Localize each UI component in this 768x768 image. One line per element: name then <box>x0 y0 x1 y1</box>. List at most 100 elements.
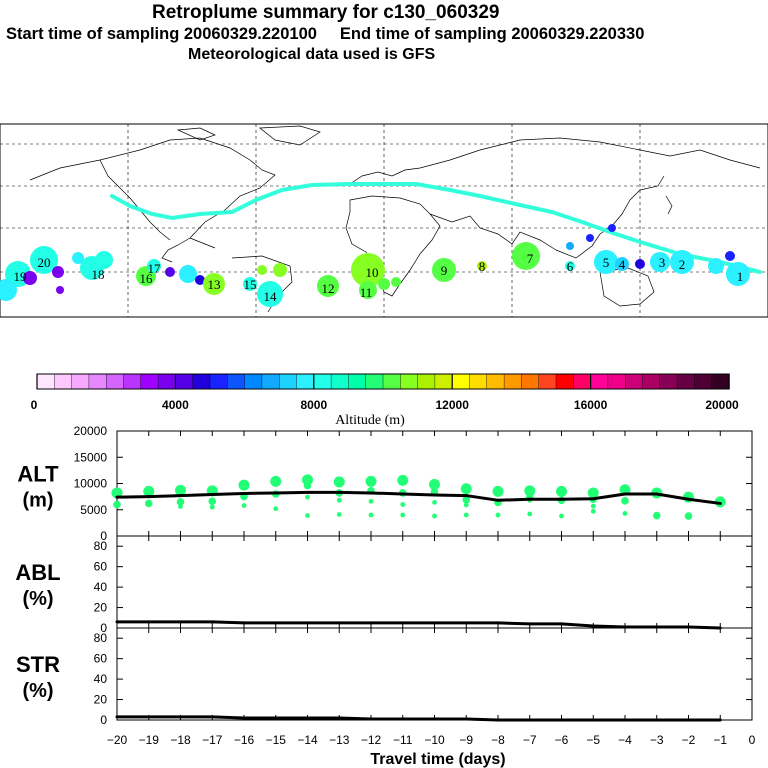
series-line-alt <box>116 490 721 505</box>
day-marker-5: 5 <box>603 255 610 270</box>
day-marker-20: 20 <box>38 255 51 270</box>
colorbar-cell <box>659 373 678 390</box>
cluster-point <box>143 485 155 497</box>
series-point <box>464 494 468 498</box>
cluster-point <box>590 508 596 514</box>
x-tick-label: −15 <box>266 733 287 747</box>
series-point <box>623 718 627 722</box>
series-point <box>591 718 595 722</box>
plume-cluster <box>95 251 113 269</box>
colorbar-cell <box>382 373 401 390</box>
day-marker-13: 13 <box>208 277 221 292</box>
colorbar-cell <box>279 373 298 390</box>
colorbar-cell <box>469 373 488 390</box>
colorbar-cell <box>348 373 367 390</box>
x-tick-label: −1 <box>713 733 727 747</box>
x-tick-label: −17 <box>202 733 223 747</box>
series-point <box>401 492 405 496</box>
series-point <box>433 717 436 721</box>
series-point <box>464 717 468 721</box>
colorbar-cell <box>452 373 471 390</box>
panel-abl: 0 20 40 60 80 ABL (%) <box>15 535 753 635</box>
series-point <box>528 497 532 501</box>
cluster-point <box>333 476 345 488</box>
x-tick-label: −16 <box>234 733 255 747</box>
colorbar-cell <box>676 373 696 390</box>
cluster-point <box>621 497 629 505</box>
plume-cluster <box>56 286 64 294</box>
y-tick-label: 60 <box>94 652 108 666</box>
series-point <box>464 621 468 625</box>
day-marker-4: 4 <box>619 257 626 272</box>
colorbar-cell <box>36 373 55 390</box>
day-marker-8: 8 <box>479 259 486 274</box>
meteorology-note: Meteorological data used is GFS <box>188 46 436 63</box>
plume-cluster <box>359 281 377 299</box>
colorbar-tick: 16000 <box>574 398 608 412</box>
cluster-point <box>559 513 564 519</box>
cluster-point <box>432 513 437 519</box>
cluster-point <box>241 503 247 508</box>
cluster-point <box>684 512 693 520</box>
panel-unit: (%) <box>22 588 53 610</box>
colorbar-cell <box>521 373 540 390</box>
cluster-point <box>460 483 472 495</box>
day-marker-1: 1 <box>737 269 744 284</box>
cluster-point <box>368 498 374 504</box>
day-marker-7: 7 <box>527 251 534 266</box>
colorbar-cell <box>573 373 592 390</box>
plume-cluster <box>203 273 225 295</box>
cluster-point <box>305 513 310 518</box>
plume-cluster <box>432 258 456 282</box>
cluster-point <box>175 484 186 496</box>
colorbar-cell <box>538 373 557 390</box>
y-tick-label: 10000 <box>74 477 108 491</box>
panel-str: 0 20 40 60 80 STR (%) <box>16 627 753 727</box>
x-tick-label: −14 <box>297 733 318 747</box>
plume-cluster <box>257 281 283 307</box>
plume-cluster <box>52 266 64 278</box>
day-marker-14: 14 <box>264 289 278 304</box>
series-point <box>242 621 246 625</box>
series-point <box>369 621 373 625</box>
cluster-point <box>302 474 313 486</box>
series-point <box>115 715 119 719</box>
series-point <box>147 495 151 499</box>
y-tick-label: 20000 <box>74 424 108 438</box>
series-point <box>337 716 341 720</box>
x-tick-label: −11 <box>393 733 413 747</box>
series-point <box>115 620 119 624</box>
x-tick-label: −2 <box>682 733 696 747</box>
plume-cluster <box>317 275 339 297</box>
plume-cluster <box>726 262 750 286</box>
cluster-point <box>492 485 504 497</box>
series-point <box>433 493 436 497</box>
day-marker-6: 6 <box>567 259 574 274</box>
plume-cluster <box>179 265 197 283</box>
x-tick-label: −9 <box>459 733 473 747</box>
cluster-point <box>587 487 599 499</box>
y-tick-label: 60 <box>94 560 108 574</box>
series-point <box>210 620 214 624</box>
day-marker-16: 16 <box>140 271 154 286</box>
end-label: End time of sampling <box>339 25 507 43</box>
plume-cluster <box>650 252 670 272</box>
series-point <box>718 501 722 505</box>
day-marker-17: 17 <box>148 261 162 276</box>
cluster-point <box>462 495 471 504</box>
colorbar-cell <box>88 373 107 390</box>
series-point <box>496 718 500 722</box>
plume-cluster <box>165 267 175 277</box>
end-time: 20060329.220330 <box>511 25 645 43</box>
panel-frame <box>116 535 753 629</box>
colorbar-cell <box>434 373 453 390</box>
time-series-panels: 0 5000 10000 15000 20000 ALT (m) 0 20 40 60 80 ABL (%… <box>15 424 755 768</box>
series-point <box>591 624 595 628</box>
series-point <box>306 716 309 720</box>
plume-cluster <box>147 259 161 273</box>
x-tick-label: −18 <box>170 733 191 747</box>
cluster-point <box>622 511 628 516</box>
y-tick-label: 40 <box>94 580 108 594</box>
colorbar-cell <box>105 373 125 390</box>
